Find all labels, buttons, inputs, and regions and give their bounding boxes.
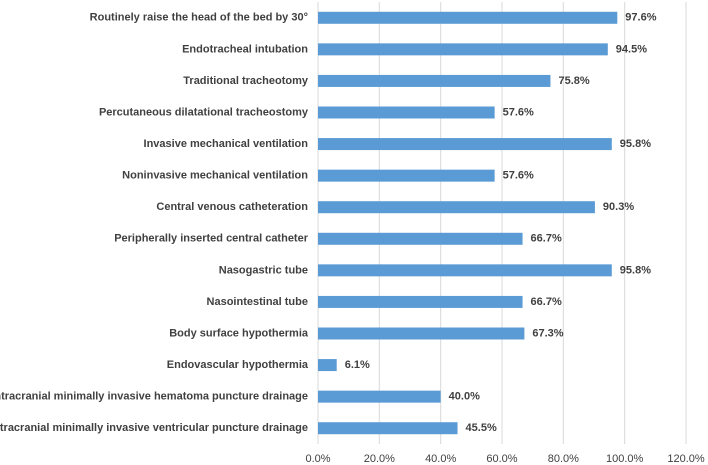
bar <box>318 232 523 245</box>
bar <box>318 169 495 182</box>
value-label: 94.5% <box>616 43 647 55</box>
value-label: 66.7% <box>531 296 562 308</box>
value-label: 57.6% <box>503 170 534 182</box>
value-label: 45.5% <box>466 422 497 434</box>
bar <box>318 11 618 24</box>
category-label: Intracranial minimally invasive hematoma… <box>0 391 308 403</box>
value-label: 75.8% <box>558 75 589 87</box>
category-label: Intracranial minimally invasive ventricu… <box>0 422 308 434</box>
category-label: Percutaneous dilatational tracheostomy <box>99 106 309 118</box>
x-tick-label: 20.0% <box>364 453 395 465</box>
x-tick-label: 60.0% <box>486 453 517 465</box>
value-label: 67.3% <box>532 327 563 339</box>
category-label: Central venous catheteration <box>156 201 308 213</box>
category-label: Routinely raise the head of the bed by 3… <box>90 12 308 24</box>
bar <box>318 264 612 277</box>
bar <box>318 327 525 340</box>
bar <box>318 359 337 372</box>
bar <box>318 422 458 435</box>
x-tick-label: 0.0% <box>305 453 330 465</box>
bar <box>318 138 612 151</box>
x-tick-label: 80.0% <box>548 453 579 465</box>
category-label: Invasive mechanical ventilation <box>144 138 309 150</box>
value-label: 90.3% <box>603 201 634 213</box>
value-label: 57.6% <box>503 106 534 118</box>
x-tick-label: 120.0% <box>667 453 705 465</box>
value-label: 97.6% <box>625 12 656 24</box>
bar <box>318 106 495 119</box>
category-label: Noninvasive mechanical ventilation <box>122 170 308 182</box>
bar <box>318 390 441 403</box>
value-label: 6.1% <box>345 359 370 371</box>
value-label: 66.7% <box>531 233 562 245</box>
category-label: Endotracheal intubation <box>182 43 308 55</box>
category-label: Nasointestinal tube <box>207 296 308 308</box>
value-label: 40.0% <box>449 391 480 403</box>
value-label: 95.8% <box>620 138 651 150</box>
value-label: 95.8% <box>620 264 651 276</box>
x-tick-label: 100.0% <box>606 453 644 465</box>
bar <box>318 74 551 87</box>
category-label: Peripherally inserted central catheter <box>114 233 309 245</box>
x-tick-label: 40.0% <box>425 453 456 465</box>
category-label: Nasogastric tube <box>219 264 308 276</box>
bar <box>318 43 608 56</box>
category-label: Endovascular hypothermia <box>167 359 309 371</box>
bar <box>318 295 523 308</box>
bar <box>318 201 595 214</box>
category-label: Traditional tracheotomy <box>183 75 309 87</box>
category-label: Body surface hypothermia <box>169 327 309 339</box>
